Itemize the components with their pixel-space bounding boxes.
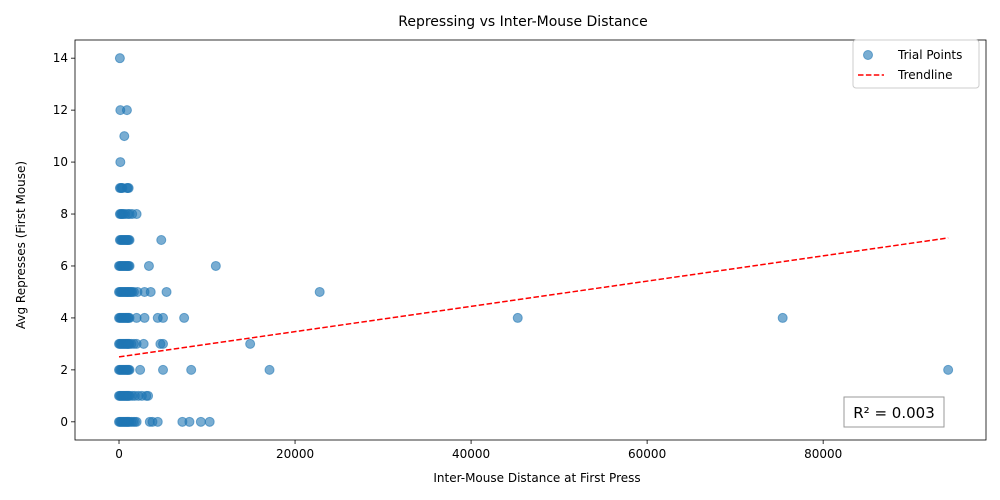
scatter-point bbox=[119, 131, 130, 142]
y-tick-label: 4 bbox=[60, 311, 68, 325]
scatter-point bbox=[943, 364, 954, 375]
legend-label-trial-points: Trial Points bbox=[897, 48, 962, 62]
scatter-point bbox=[156, 235, 167, 245]
scatter-point bbox=[210, 260, 221, 271]
y-tick-label: 14 bbox=[53, 51, 68, 65]
x-tick-label: 20000 bbox=[276, 447, 314, 461]
annotation-box bbox=[843, 396, 945, 428]
scatter-point bbox=[121, 105, 132, 116]
legend: Trial Points Trendline bbox=[852, 39, 980, 89]
scatter-point bbox=[158, 338, 169, 349]
scatter-point bbox=[115, 157, 126, 168]
scatter-point bbox=[179, 312, 190, 323]
scatter-point bbox=[195, 416, 206, 427]
scatter-point bbox=[124, 235, 135, 245]
x-axis-label: Inter-Mouse Distance at First Press bbox=[433, 471, 640, 485]
y-tick-label: 12 bbox=[53, 103, 68, 117]
y-axis-label: Avg Represses (First Mouse) bbox=[14, 161, 28, 329]
scatter-point bbox=[184, 416, 195, 427]
legend-marker-scatter bbox=[863, 50, 873, 60]
scatter-point bbox=[204, 416, 215, 427]
scatter-point bbox=[245, 338, 256, 349]
y-tick-label: 0 bbox=[60, 415, 68, 429]
legend-box bbox=[852, 39, 980, 89]
scatter-point bbox=[145, 286, 156, 297]
scatter-point bbox=[139, 312, 150, 323]
y-tick-label: 8 bbox=[60, 207, 68, 221]
scatter-point bbox=[124, 260, 135, 271]
scatter-point bbox=[264, 364, 275, 375]
axes-frame bbox=[74, 39, 987, 441]
chart-title: Repressing vs Inter-Mouse Distance bbox=[398, 14, 647, 30]
scatter-point bbox=[512, 312, 523, 323]
scatter-point bbox=[138, 338, 149, 349]
scatter-point bbox=[131, 209, 142, 220]
scatter-point bbox=[123, 183, 134, 194]
x-tick-label: 60000 bbox=[628, 447, 666, 461]
trendline bbox=[118, 237, 949, 358]
scatter-point bbox=[158, 312, 169, 323]
scatter-point bbox=[777, 312, 788, 323]
x-tick-label: 0 bbox=[115, 447, 123, 461]
scatter-point bbox=[161, 286, 172, 297]
r-squared-annotation: R² = 0.003 bbox=[843, 396, 945, 428]
scatter-point bbox=[131, 416, 142, 427]
scatter-point bbox=[158, 364, 169, 375]
y-tick-label: 10 bbox=[53, 155, 68, 169]
x-axis: 0 20000 40000 60000 80000 bbox=[115, 440, 842, 461]
scatter-point bbox=[186, 364, 197, 375]
scatter-point bbox=[114, 53, 125, 64]
r-squared-text: R² = 0.003 bbox=[853, 404, 934, 422]
x-tick-label: 40000 bbox=[452, 447, 490, 461]
scatter-point bbox=[143, 260, 154, 271]
y-axis: 0 2 4 6 8 10 12 14 bbox=[53, 51, 75, 429]
x-tick-label: 80000 bbox=[804, 447, 842, 461]
y-tick-label: 2 bbox=[60, 363, 68, 377]
scatter-point bbox=[152, 416, 163, 427]
plot-area bbox=[114, 53, 954, 427]
scatter-point bbox=[143, 390, 154, 401]
scatter-point bbox=[314, 286, 325, 297]
scatter-point bbox=[124, 364, 135, 375]
legend-label-trendline: Trendline bbox=[897, 68, 953, 82]
scatter-point bbox=[135, 364, 146, 375]
y-tick-label: 6 bbox=[60, 259, 68, 273]
